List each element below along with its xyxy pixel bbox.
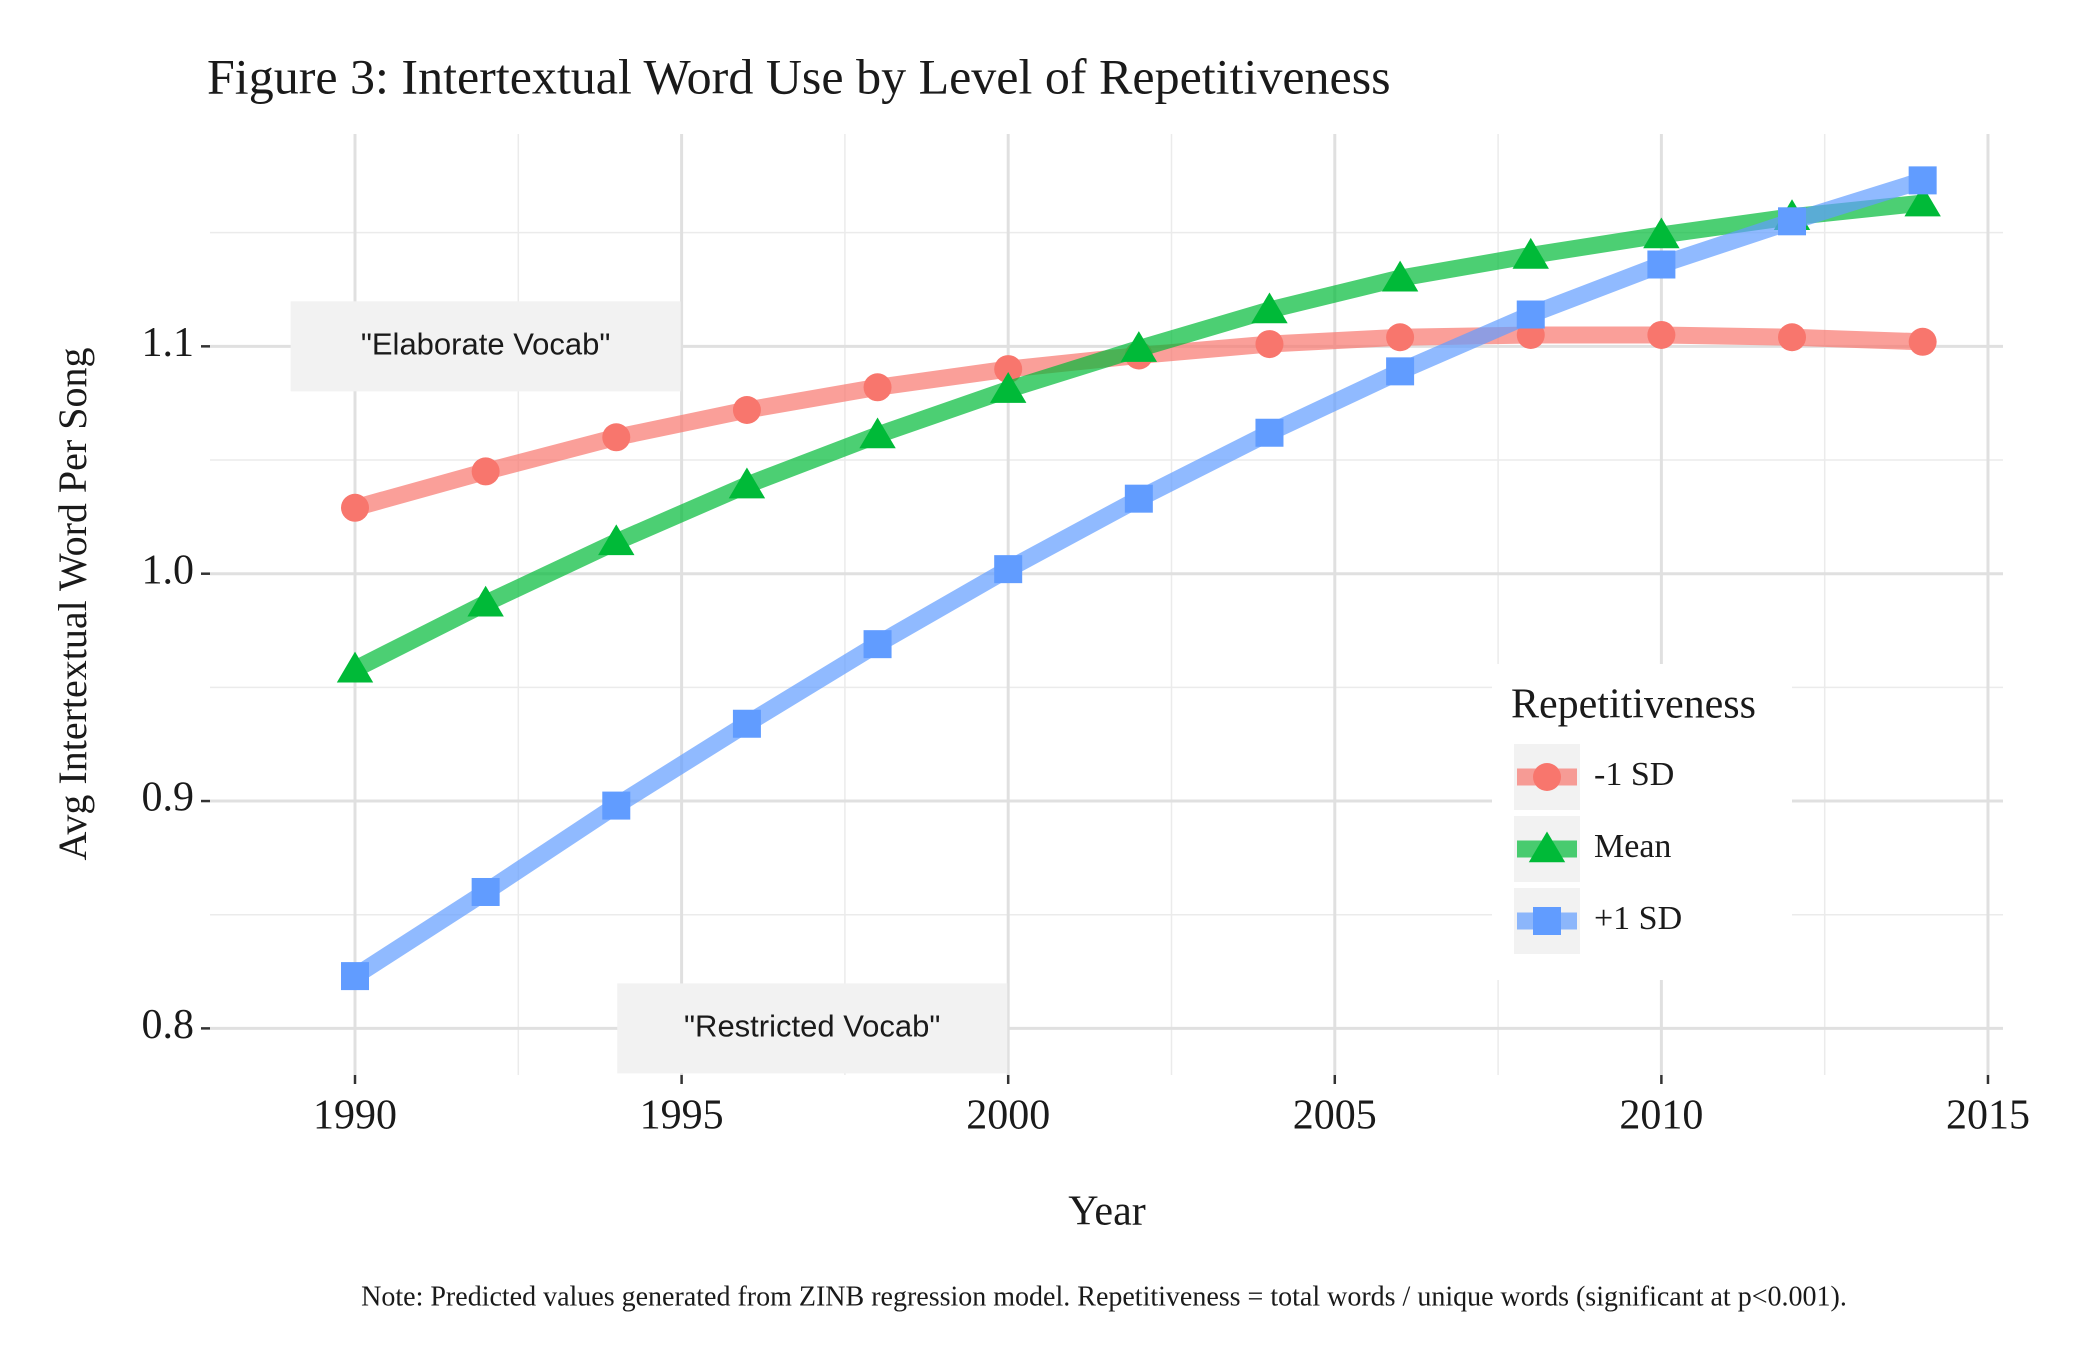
legend-label: -1 SD (1594, 756, 1674, 793)
legend-title: Repetitiveness (1511, 682, 1756, 728)
point (467, 585, 504, 617)
point (1120, 331, 1158, 362)
x-axis-label: Year (1068, 1189, 1145, 1235)
point (471, 877, 500, 906)
annotation: "Restricted Vocab" (684, 1009, 940, 1044)
legend-label: Mean (1594, 828, 1671, 865)
point (1251, 292, 1288, 324)
point (1386, 323, 1415, 352)
point (341, 493, 370, 522)
x-tick-label: 2000 (966, 1093, 1050, 1139)
point (1778, 207, 1807, 236)
point (1516, 300, 1545, 329)
point (1255, 418, 1284, 447)
x-tick-label: 2005 (1293, 1093, 1377, 1139)
point (863, 630, 892, 659)
point (1647, 320, 1676, 349)
chart-title: Figure 3: Intertextual Word Use by Level… (207, 48, 1391, 104)
note: Note: Predicted values generated from ZI… (361, 1281, 1847, 1312)
point (1908, 327, 1937, 356)
point (1904, 185, 1941, 217)
point (728, 467, 766, 499)
point (1643, 217, 1680, 249)
x-tick-label: 1990 (313, 1093, 397, 1139)
point (1647, 250, 1676, 279)
x-tick-label: 2010 (1619, 1093, 1703, 1139)
legend-marker (1533, 763, 1561, 791)
point (1381, 260, 1419, 292)
legend-marker (1533, 907, 1561, 935)
y-tick-label: 1.1 (142, 320, 195, 366)
y-tick-label: 0.8 (142, 1002, 195, 1048)
annotation: "Elaborate Vocab" (361, 327, 611, 362)
annotation-box (290, 301, 681, 392)
point (1512, 237, 1549, 269)
point (1778, 323, 1807, 352)
point (994, 555, 1023, 584)
point (602, 423, 631, 452)
point (598, 524, 635, 556)
point (336, 651, 374, 683)
y-axis-label: Avg Intertextual Word Per Song (50, 348, 95, 861)
point (341, 962, 370, 991)
point (602, 791, 631, 820)
legend-label: +1 SD (1594, 900, 1682, 937)
annotation-box (617, 983, 1008, 1074)
legend-marker (1528, 831, 1566, 863)
y-tick-label: 1.0 (142, 547, 195, 593)
point (1908, 166, 1937, 195)
y-tick-label: 0.9 (142, 775, 195, 821)
point (1255, 330, 1284, 359)
point (471, 457, 500, 486)
point (859, 417, 896, 449)
point (732, 396, 761, 425)
point (994, 355, 1023, 384)
point (1124, 484, 1153, 513)
point (1386, 357, 1415, 386)
x-tick-label: 2015 (1946, 1093, 2030, 1139)
point (989, 372, 1027, 403)
x-tick-label: 1995 (640, 1093, 724, 1139)
point (732, 709, 761, 738)
point (863, 373, 892, 402)
